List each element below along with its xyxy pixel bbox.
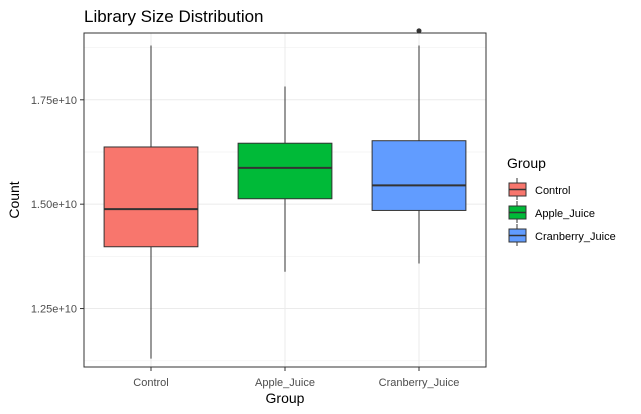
legend: Group Control Apple_Juice Cranberry_Juice <box>507 155 616 246</box>
y-tick-label: 1.75e+10 <box>31 95 77 107</box>
y-tick-label: 1.25e+10 <box>31 304 77 316</box>
x-tick-label: Cranberry_Juice <box>379 377 460 389</box>
box-group-control <box>103 45 199 359</box>
box-iqr <box>237 142 333 200</box>
legend-item: Cranberry_Juice <box>508 224 616 246</box>
box-iqr <box>371 140 467 211</box>
x-axis-title: Group <box>266 390 305 406</box>
box-iqr <box>103 146 199 248</box>
legend-title: Group <box>507 155 546 171</box>
plot-boxes <box>103 28 467 359</box>
chart-title: Library Size Distribution <box>84 7 264 26</box>
outlier-point <box>416 28 422 34</box>
legend-item: Apple_Juice <box>508 201 595 223</box>
x-tick-label: Apple_Juice <box>255 377 315 389</box>
legend-label: Control <box>535 185 570 197</box>
y-tick-label: 1.50e+10 <box>31 199 77 211</box>
box-group-cranberry-juice <box>371 28 467 264</box>
x-axis: Control Apple_Juice Cranberry_Juice <box>133 367 459 389</box>
box-group-apple-juice <box>237 86 333 272</box>
legend-label: Apple_Juice <box>535 208 595 220</box>
y-axis-title: Count <box>6 181 22 218</box>
legend-label: Cranberry_Juice <box>535 231 616 243</box>
legend-item: Control <box>508 178 570 200</box>
x-tick-label: Control <box>133 377 168 389</box>
y-axis: 1.25e+10 1.50e+10 1.75e+10 <box>31 95 84 316</box>
